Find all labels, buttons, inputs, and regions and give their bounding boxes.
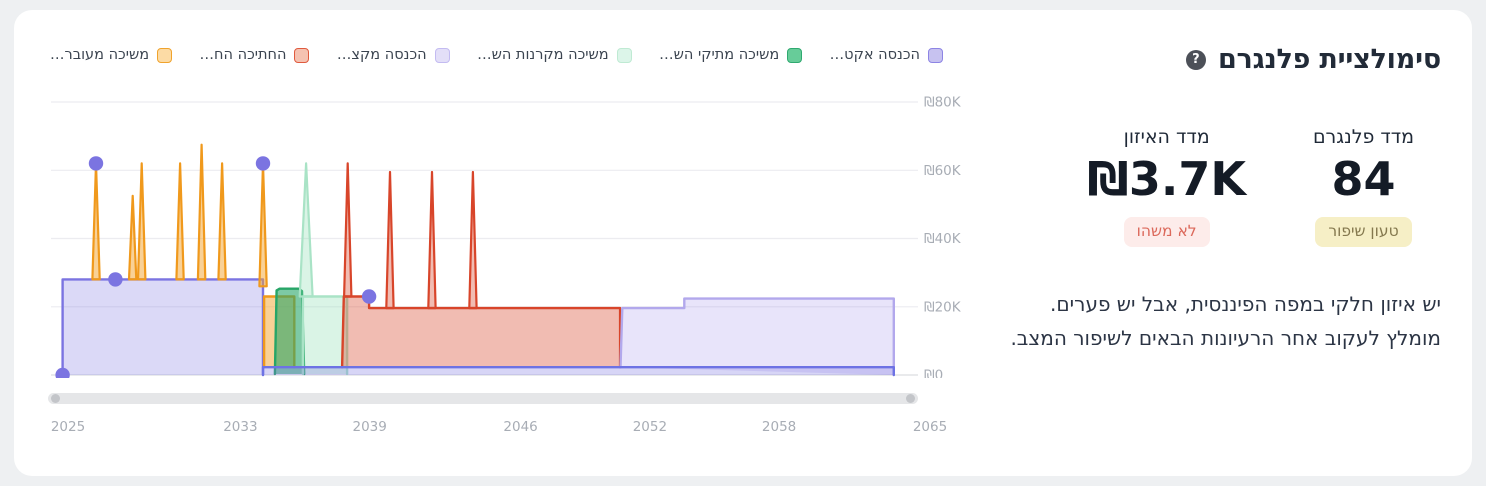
legend-label: משיכה מתיקי הש… [659, 47, 780, 63]
series-spike-missing-piece [385, 170, 395, 310]
x-axis-labels: 2025 2033 2039 2046 2052 2058 2065 [48, 419, 947, 439]
summary-line: מומלץ לעקוב אחר הרעיונות הבאים לשיפור המ… [1010, 326, 1441, 350]
event-marker[interactable] [88, 156, 104, 171]
simulation-card: סימולציית פלנגרם ? מדד פלנגרם 84 טעון שי… [14, 10, 1472, 476]
y-axis-tick-label: ₪0 [924, 368, 943, 379]
metric-value: 84 [1331, 152, 1396, 206]
status-badge: טעון שיפור [1315, 217, 1412, 247]
status-badge: לא משהו [1123, 217, 1210, 247]
series-spike-missing-piece [427, 170, 437, 310]
series-spike-transfer-withdrawal [175, 162, 185, 281]
simulation-chart: ₪80K ₪60K ₪40K ₪20K ₪0 [51, 95, 962, 384]
metrics-row: מדד פלנגרם 84 טעון שיפור מדד האיזון ₪3.7… [1087, 126, 1441, 247]
x-axis-tick-label: 2039 [352, 419, 387, 435]
summary-text: יש איזון חלקי במפה הפיננסית, אבל יש פערי… [1010, 287, 1441, 355]
legend-item[interactable]: משיכה מעובר… [50, 47, 173, 63]
series-line-pension-fund-withdrawal [301, 295, 349, 376]
y-axis-tick-label: ₪60K [924, 163, 962, 179]
legend-swatch-icon [157, 47, 173, 63]
x-axis-tick-label: 2046 [503, 419, 538, 435]
series-spike-transfer-withdrawal [258, 162, 268, 288]
legend-swatch-icon [294, 47, 310, 63]
chart-legend: הכנסה אקט… משיכה מתיקי הש… משיכה מקרנות הש… [50, 47, 943, 63]
legend-item[interactable]: הכנסה מקצ… [337, 47, 450, 63]
legend-label: הכנסה אקט… [829, 47, 920, 63]
y-axis-tick-label: ₪40K [924, 231, 962, 247]
scrollbar-start-handle[interactable] [51, 394, 60, 403]
timeline-scrollbar[interactable] [48, 393, 918, 404]
series-spike-missing-piece [468, 170, 478, 310]
legend-label: משיכה מקרנות הש… [477, 47, 609, 63]
series-area-annuity-income [620, 298, 894, 375]
series-spike-transfer-withdrawal [217, 162, 227, 281]
legend-swatch-icon [434, 47, 450, 63]
x-axis-tick-label: 2065 [912, 419, 948, 435]
series-spike-transfer-withdrawal [127, 194, 138, 281]
scrollbar-end-handle[interactable] [906, 394, 915, 403]
y-axis-tick-label: ₪20K [924, 299, 962, 315]
help-icon[interactable]: ? [1185, 49, 1206, 70]
x-axis-tick-label: 2025 [50, 419, 86, 435]
legend-label: הכנסה מקצ… [336, 47, 427, 63]
legend-label: החתיכה הח… [199, 47, 287, 63]
x-axis-tick-label: 2052 [632, 419, 668, 435]
series-spike-missing-piece [343, 162, 353, 298]
metric-value: ₪3.7K [1087, 152, 1246, 206]
legend-item[interactable]: החתיכה הח… [200, 47, 310, 63]
series-spike-pension-fund-withdrawal [298, 162, 314, 298]
chart-area: ₪80K ₪60K ₪40K ₪20K ₪0 [48, 95, 968, 384]
metric-label: מדד פלנגרם [1312, 126, 1415, 148]
legend-label: משיכה מעובר… [50, 47, 150, 63]
y-axis-tick-label: ₪80K [924, 95, 962, 111]
series-spike-transfer-withdrawal [136, 162, 147, 281]
series-spike-transfer-withdrawal [196, 143, 207, 281]
series-area-active-income [62, 279, 263, 375]
series-line-annuity-income [619, 297, 895, 377]
legend-item[interactable]: משיכה מקרנות הש… [477, 47, 632, 63]
series-spike-transfer-withdrawal [91, 162, 101, 281]
page-title: סימולציית פלנגרם [1217, 44, 1441, 75]
legend-swatch-icon [616, 47, 632, 63]
event-marker[interactable] [108, 272, 123, 287]
summary-line: יש איזון חלקי במפה הפיננסית, אבל יש פערי… [1050, 292, 1441, 316]
metric-planogram-index: מדד פלנגרם 84 טעון שיפור [1286, 126, 1441, 247]
series-area-missing-piece [342, 296, 621, 368]
x-axis-tick-label: 2058 [761, 419, 797, 435]
x-axis-tick-label: 2033 [223, 419, 258, 435]
legend-swatch-icon [928, 47, 943, 63]
event-marker[interactable] [361, 289, 377, 304]
legend-item[interactable]: הכנסה אקט… [830, 47, 943, 63]
series-area-active-income-tail [263, 367, 894, 375]
series-area-portfolio-withdrawal [274, 288, 305, 374]
series-area-pension-fund-withdrawal [302, 296, 348, 374]
legend-item[interactable]: משיכה מתיקי הש… [659, 47, 803, 63]
header: סימולציית פלנגרם ? [1185, 44, 1441, 75]
series-line-active-income-tail [261, 366, 895, 377]
metric-balance-index: מדד האיזון ₪3.7K לא משהו [1087, 126, 1246, 247]
metric-label: מדד האיזון [1123, 126, 1210, 148]
legend-swatch-icon [787, 47, 803, 63]
event-marker[interactable] [255, 156, 271, 171]
